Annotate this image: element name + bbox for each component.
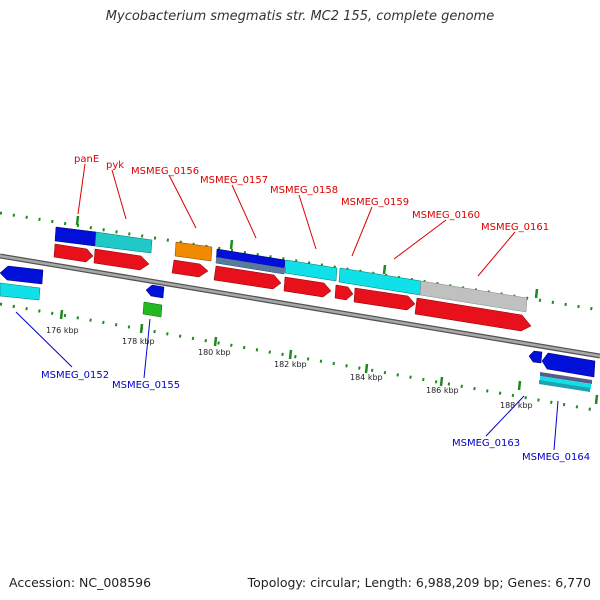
gene-panE [54,226,97,247]
inner-tick-ring [0,302,600,413]
tick-label-178kbp: 178 kbp [122,337,155,346]
tick-label-186kbp: 186 kbp [426,386,459,395]
gene-MSMEG_0159 [338,267,422,296]
reverse-feature-row [0,265,596,392]
gene-pyk [94,231,153,254]
label-MSMEG_0157: MSMEG_0157 [200,175,268,186]
cds-MSMEG_0160 [353,287,416,311]
cds-panE [53,243,94,263]
label-MSMEG_0152: MSMEG_0152 [41,370,109,381]
cds-pyk [93,248,150,271]
gene-MSMEG_0164-c [539,380,590,392]
tick-label-180kbp: 180 kbp [198,348,231,357]
gene-MSMEG_0158 [284,259,338,282]
map-title: Mycobacterium smegmatis str. MC2 155, co… [105,9,495,24]
forward-leader-lines [77,163,516,277]
label-MSMEG_0160: MSMEG_0160 [412,210,480,221]
gene-MSMEG_0161 [419,280,528,313]
label-MSMEG_0156: MSMEG_0156 [131,166,199,177]
label-MSMEG_0161: MSMEG_0161 [481,222,549,233]
outer-tick-ring [0,211,600,312]
tick-label-176kbp: 176 kbp [46,326,79,335]
label-MSMEG_0158: MSMEG_0158 [270,185,338,196]
tick-label-182kbp: 182 kbp [274,360,307,369]
label-MSMEG_0163: MSMEG_0163 [452,438,520,449]
gene-MSMEG_0156 [174,241,213,262]
gene-MSMEG_0157-sub [216,257,284,274]
accession-text: Accession: NC_008596 [9,575,152,590]
cds-MSMEG_0157 [213,265,282,290]
gene-MSMEG_0155 [142,301,163,318]
gene-MSMEG_0152 [0,282,41,301]
genome-stats: Topology: circular; Length: 6,988,209 bp… [247,575,591,590]
label-pyk: pyk [106,160,124,171]
forward-cds-row [53,243,532,332]
label-panE: panE [74,154,99,165]
cds-MSMEG_0156 [171,259,209,278]
reverse-leader-lines [15,311,559,451]
label-MSMEG_0164: MSMEG_0164 [522,452,590,463]
cds-MSMEG_0152 [0,265,44,285]
cds-MSMEG_0159 [334,284,354,301]
cds-MSMEG_0158 [283,276,332,298]
cds-MSMEG_0163 [528,350,543,364]
cds-MSMEG_0155 [145,284,165,299]
gene-MSMEG_0164-b [540,376,591,389]
cds-MSMEG_0164 [541,352,596,378]
label-MSMEG_0155: MSMEG_0155 [112,380,180,391]
gene-MSMEG_0164-a [540,372,592,384]
cds-MSMEG_0161 [414,297,532,332]
label-MSMEG_0159: MSMEG_0159 [341,197,409,208]
outer-feature-row [54,226,528,313]
tick-label-184kbp: 184 kbp [350,373,383,382]
tick-label-188kbp: 188 kbp [500,401,533,410]
genome-backbone [0,253,600,359]
